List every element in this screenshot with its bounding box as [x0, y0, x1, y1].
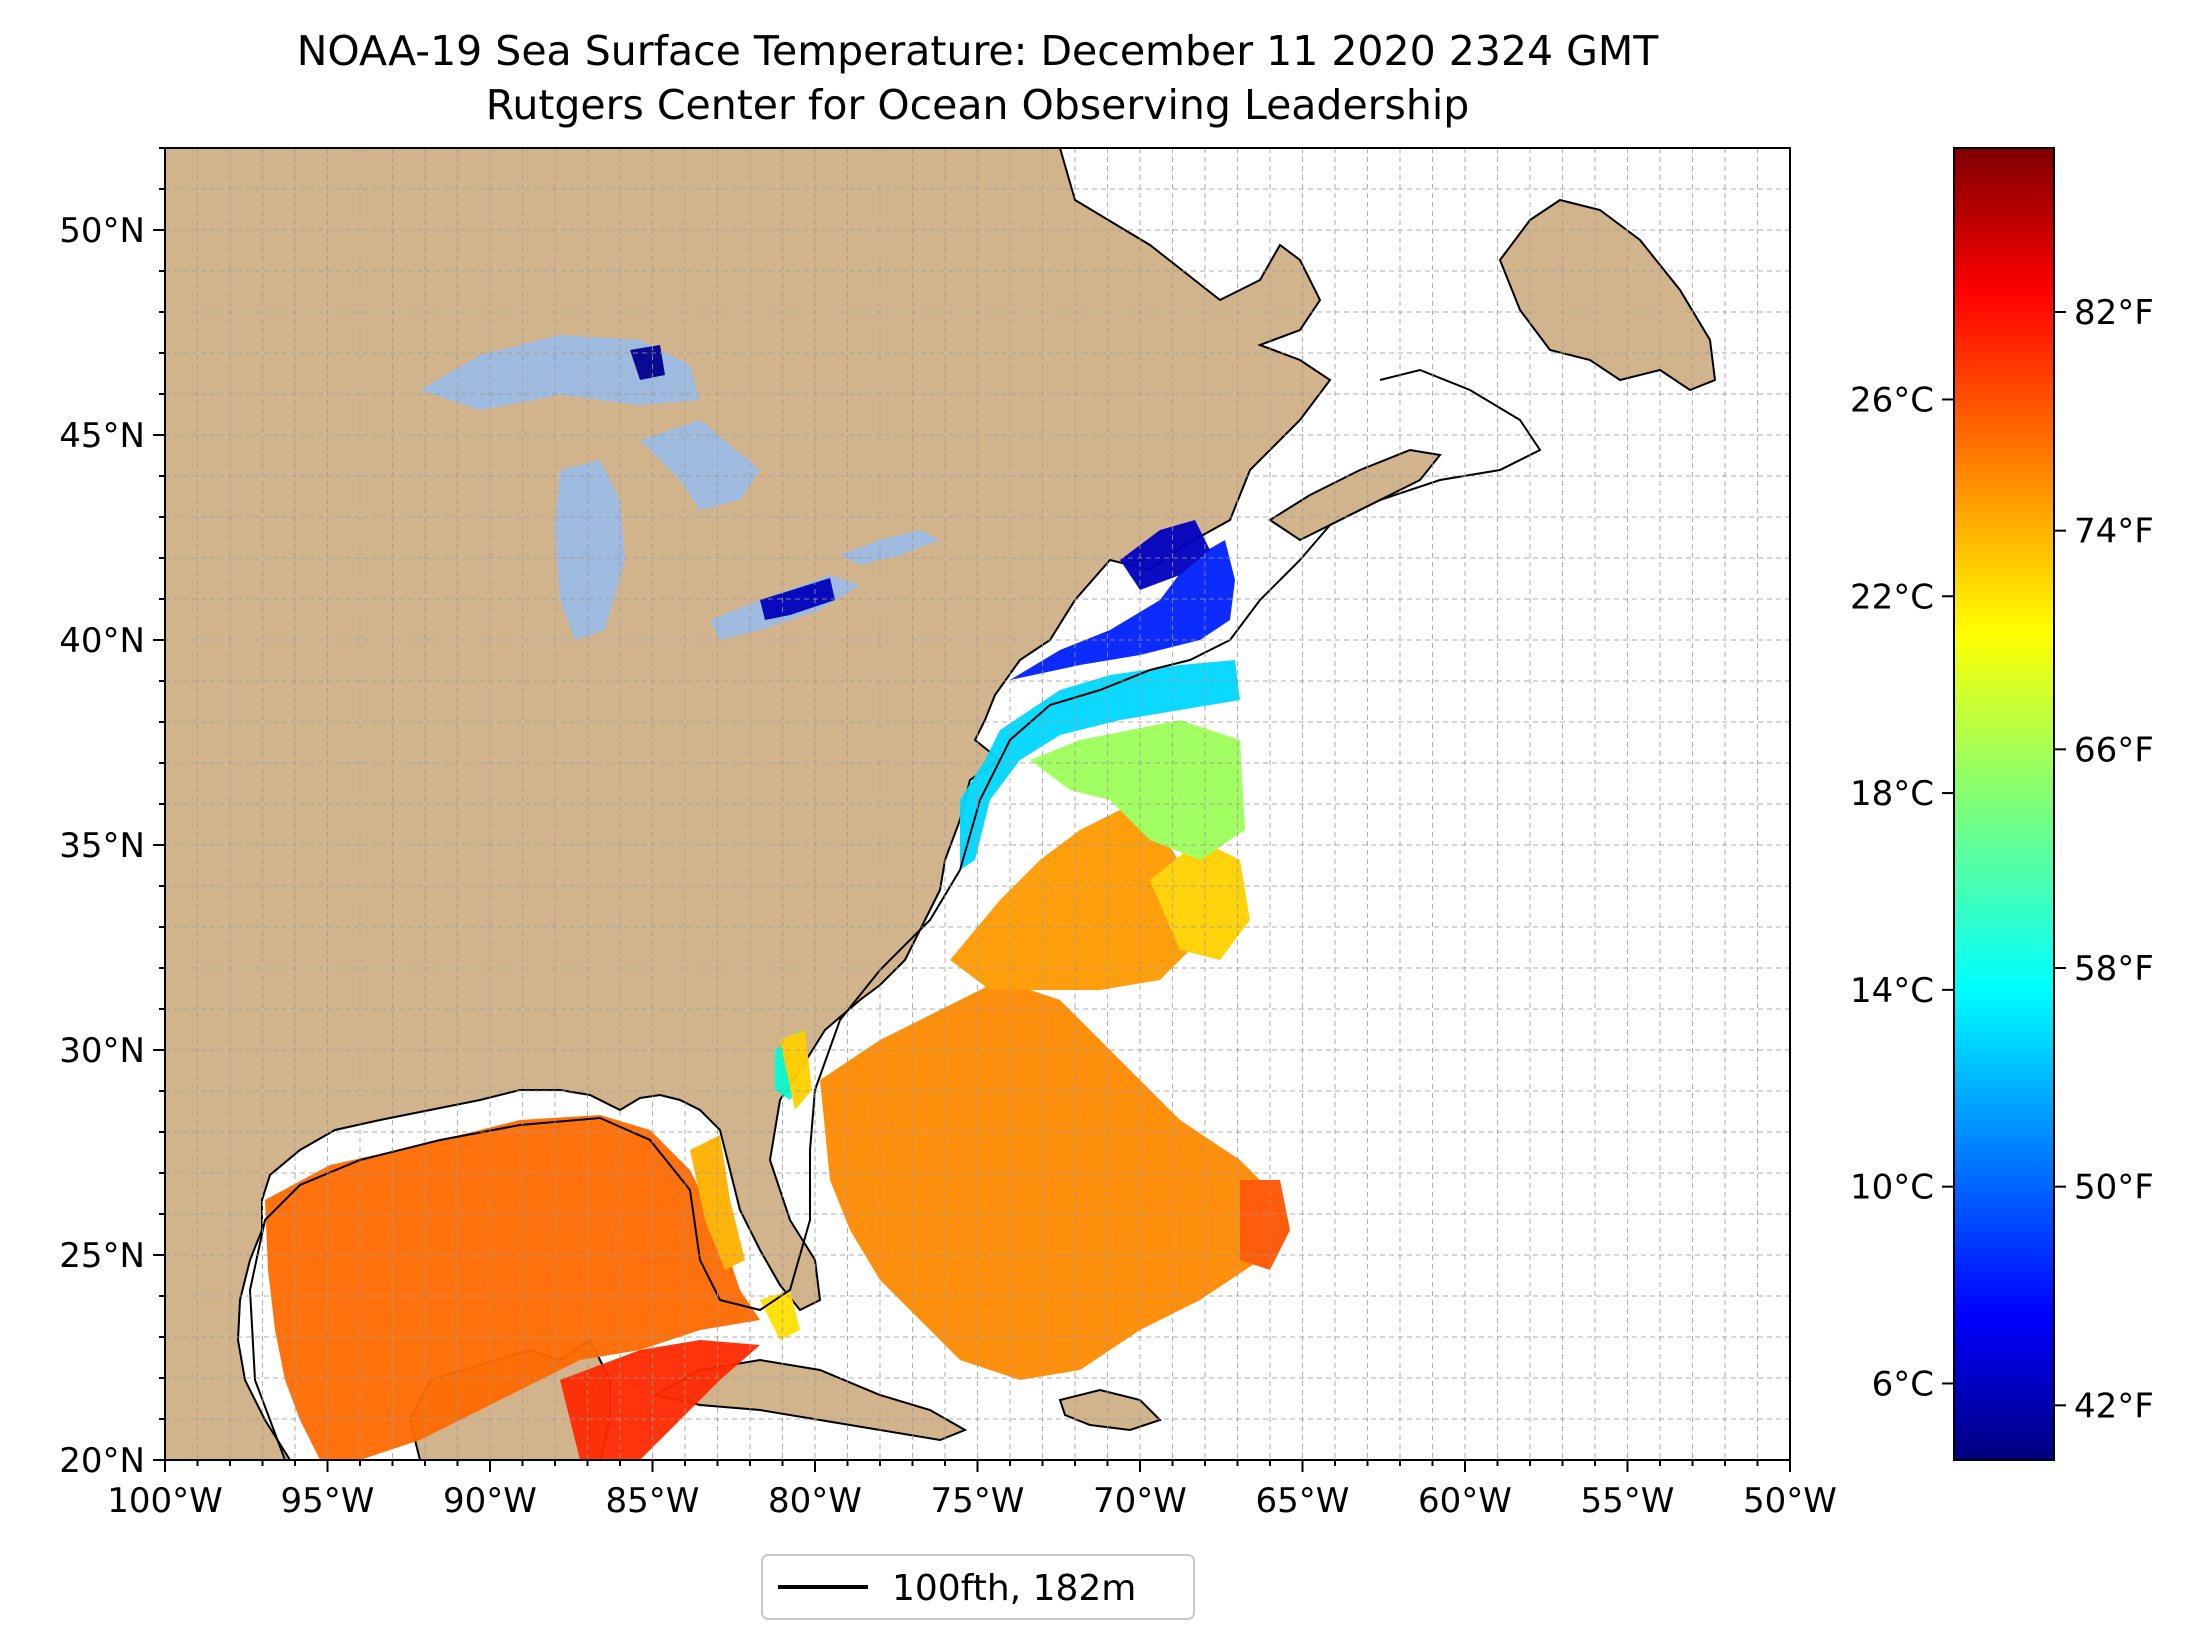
colorbar	[1953, 147, 2055, 1461]
lon-tick-label: 50°W	[1743, 1481, 1837, 1521]
colorbar-celsius-ticks: 26°C 22°C 18°C 14°C 10°C 6°C	[1850, 380, 1954, 1404]
lon-tick-label: 70°W	[1093, 1481, 1187, 1521]
lat-tick-label: 30°N	[59, 1031, 145, 1071]
lat-tick-label: 25°N	[59, 1236, 145, 1276]
colorbar-f-tick-label: 50°F	[2074, 1168, 2154, 1208]
lon-tick-label: 75°W	[931, 1481, 1025, 1521]
colorbar-c-tick-label: 14°C	[1850, 971, 1934, 1011]
land-hispaniola	[1058, 1388, 1162, 1432]
lon-tick-label: 90°W	[443, 1481, 537, 1521]
land-cuba	[652, 1358, 968, 1442]
longitude-axis: 100°W 95°W 90°W 85°W 80°W 75°W 70°W 65°W 60°W 55°…	[107, 1460, 1837, 1521]
latitude-axis: 20°N 25°N 30°N 35°N 40°N 45°N 50°N	[59, 147, 165, 1481]
lon-tick-label: 100°W	[107, 1481, 223, 1521]
lon-tick-label: 65°W	[1256, 1481, 1350, 1521]
lon-tick-label: 95°W	[281, 1481, 375, 1521]
legend-box	[761, 1554, 1195, 1620]
lat-tick-label: 45°N	[59, 416, 145, 456]
lon-tick-label: 80°W	[768, 1481, 862, 1521]
colorbar-f-tick-label: 42°F	[2074, 1386, 2154, 1426]
colorbar-f-tick-label: 82°F	[2074, 293, 2154, 333]
map-subtitle: Rutgers Center for Ocean Observing Leade…	[485, 81, 1470, 129]
map-content	[165, 148, 1790, 1460]
lat-tick-label: 35°N	[59, 826, 145, 866]
colorbar-c-tick-label: 6°C	[1872, 1364, 1934, 1404]
colorbar-f-tick-label: 58°F	[2074, 949, 2154, 989]
colorbar-fahrenheit-ticks: 82°F 74°F 66°F 58°F 50°F 42°F	[2054, 293, 2154, 1426]
legend-label: 100fth, 182m	[892, 1568, 1136, 1609]
colorbar-c-tick-label: 18°C	[1850, 774, 1934, 814]
colorbar-c-tick-label: 10°C	[1850, 1168, 1934, 1208]
lat-tick-label: 40°N	[59, 621, 145, 661]
map-title: NOAA-19 Sea Surface Temperature: Decembe…	[296, 27, 1659, 75]
lon-tick-label: 85°W	[606, 1481, 700, 1521]
legend: 100fth, 182m	[761, 1554, 1195, 1620]
colorbar-c-tick-label: 26°C	[1850, 380, 1934, 420]
lat-tick-label: 50°N	[59, 211, 145, 251]
colorbar-f-tick-label: 66°F	[2074, 730, 2154, 770]
gridlines	[165, 148, 1790, 1460]
sst-data	[265, 345, 1290, 1460]
colorbar-c-tick-label: 22°C	[1850, 577, 1934, 617]
lat-tick-label: 20°N	[59, 1441, 145, 1481]
colorbar-f-tick-label: 74°F	[2074, 512, 2154, 552]
lon-tick-label: 60°W	[1418, 1481, 1512, 1521]
lon-tick-label: 55°W	[1581, 1481, 1675, 1521]
